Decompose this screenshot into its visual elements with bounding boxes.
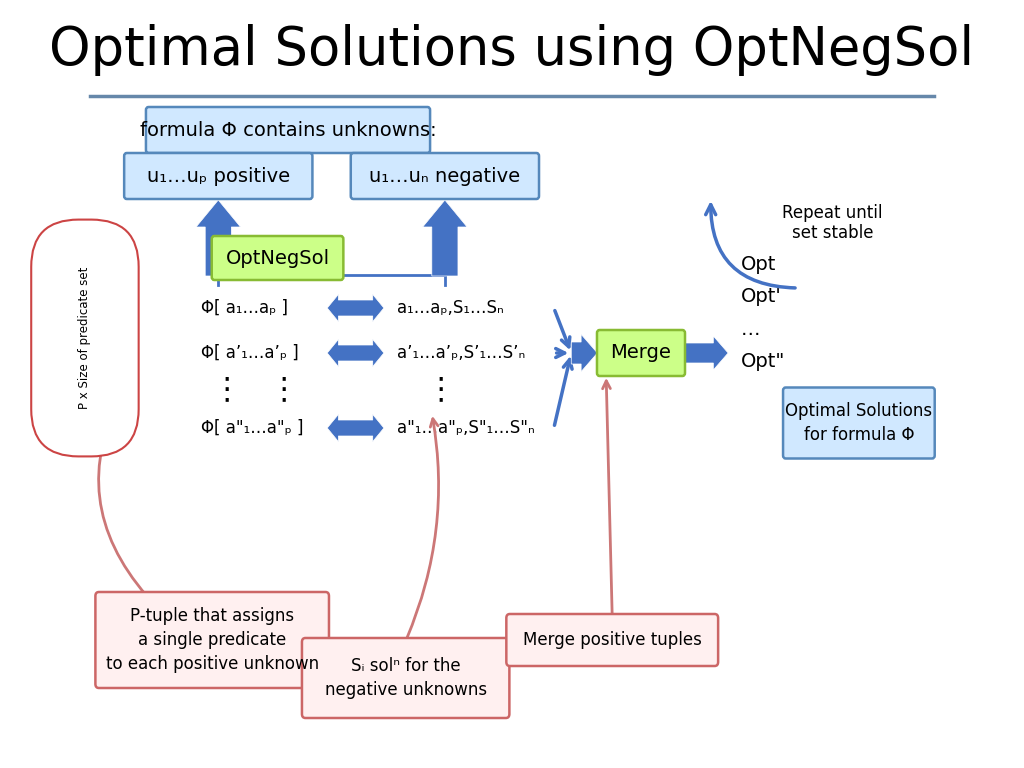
Text: Sᵢ solⁿ for the
negative unknowns: Sᵢ solⁿ for the negative unknowns <box>325 657 486 699</box>
Text: P-tuple that assigns
a single predicate
to each positive unknown: P-tuple that assigns a single predicate … <box>105 607 318 673</box>
Text: P x Size of predicate set: P x Size of predicate set <box>79 266 91 409</box>
Text: ⋮: ⋮ <box>212 376 243 405</box>
Text: Repeat until
set stable: Repeat until set stable <box>782 204 883 243</box>
Text: a₁…aₚ,S₁…Sₙ: a₁…aₚ,S₁…Sₙ <box>397 299 504 317</box>
Text: Optimal Solutions using OptNegSol: Optimal Solutions using OptNegSol <box>49 24 975 76</box>
Text: Optimal Solutions
for formula Φ: Optimal Solutions for formula Φ <box>785 402 933 444</box>
FancyBboxPatch shape <box>783 388 935 458</box>
Text: Φ[ a"₁…a"ₚ ]: Φ[ a"₁…a"ₚ ] <box>201 419 303 437</box>
FancyBboxPatch shape <box>95 592 329 688</box>
Polygon shape <box>328 294 384 322</box>
Text: Opt
Opt'
…
Opt": Opt Opt' … Opt" <box>741 255 785 371</box>
Text: OptNegSol: OptNegSol <box>225 249 330 267</box>
Text: u₁…uₙ negative: u₁…uₙ negative <box>370 167 520 186</box>
Text: Φ[ a’₁…a’ₚ ]: Φ[ a’₁…a’ₚ ] <box>201 344 299 362</box>
FancyBboxPatch shape <box>146 107 430 153</box>
FancyBboxPatch shape <box>506 614 718 666</box>
Text: ⋮: ⋮ <box>425 376 456 405</box>
Polygon shape <box>196 200 241 276</box>
Text: u₁…uₚ positive: u₁…uₚ positive <box>146 167 290 186</box>
Text: Φ[ a₁…aₚ ]: Φ[ a₁…aₚ ] <box>201 299 288 317</box>
Polygon shape <box>683 336 728 370</box>
Text: formula Φ contains unknowns:: formula Φ contains unknowns: <box>139 121 436 140</box>
FancyBboxPatch shape <box>597 330 685 376</box>
Text: ⋮: ⋮ <box>268 376 299 405</box>
Text: Merge: Merge <box>610 343 672 362</box>
FancyBboxPatch shape <box>212 236 343 280</box>
Polygon shape <box>328 415 384 442</box>
FancyBboxPatch shape <box>124 153 312 199</box>
FancyBboxPatch shape <box>302 638 509 718</box>
FancyBboxPatch shape <box>351 153 539 199</box>
Polygon shape <box>571 334 597 372</box>
Text: Merge positive tuples: Merge positive tuples <box>523 631 701 649</box>
Polygon shape <box>423 200 467 276</box>
Polygon shape <box>328 339 384 366</box>
Text: a’₁…a’ₚ,S’₁…S’ₙ: a’₁…a’ₚ,S’₁…S’ₙ <box>397 344 525 362</box>
Text: a"₁…a"ₚ,S"₁…S"ₙ: a"₁…a"ₚ,S"₁…S"ₙ <box>397 419 535 437</box>
